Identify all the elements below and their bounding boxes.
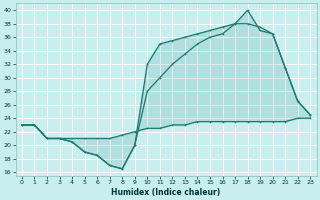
X-axis label: Humidex (Indice chaleur): Humidex (Indice chaleur) (111, 188, 221, 197)
